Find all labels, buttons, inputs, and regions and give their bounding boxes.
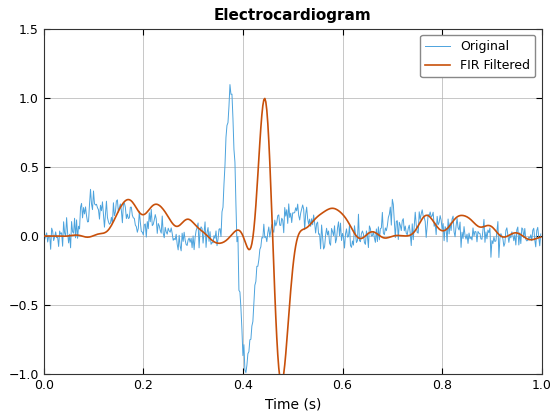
FIR Filtered [40,234,47,239]
FIR Filtered [262,96,268,101]
Original [450,214,456,219]
Original [278,216,285,221]
FIR Filtered [538,235,544,240]
Line: FIR Filtered: FIR Filtered [44,98,541,383]
FIR Filtered [281,362,288,368]
Original [242,370,249,375]
X-axis label: Time (s): Time (s) [264,398,321,412]
Line: Original: Original [44,84,541,373]
Original [227,82,234,87]
Original [40,220,47,226]
FIR Filtered [278,380,285,385]
FIR Filtered [450,218,456,223]
Original [538,231,544,236]
FIR Filtered [311,217,318,222]
Original [281,205,288,210]
Title: Electrocardiogram: Electrocardiogram [214,8,372,24]
FIR Filtered [338,211,345,216]
Original [311,220,318,225]
FIR Filtered [277,379,284,384]
FIR Filtered [528,237,534,242]
Legend: Original, FIR Filtered: Original, FIR Filtered [421,35,535,77]
Original [338,238,345,243]
Original [528,232,534,237]
